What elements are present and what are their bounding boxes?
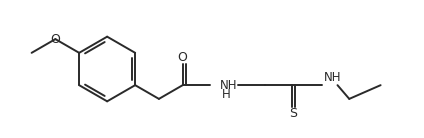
- Text: H: H: [221, 88, 230, 101]
- Text: O: O: [178, 51, 187, 64]
- Text: NH: NH: [324, 71, 341, 84]
- Text: S: S: [290, 107, 297, 120]
- Text: O: O: [50, 33, 60, 46]
- Text: NH: NH: [220, 79, 237, 92]
